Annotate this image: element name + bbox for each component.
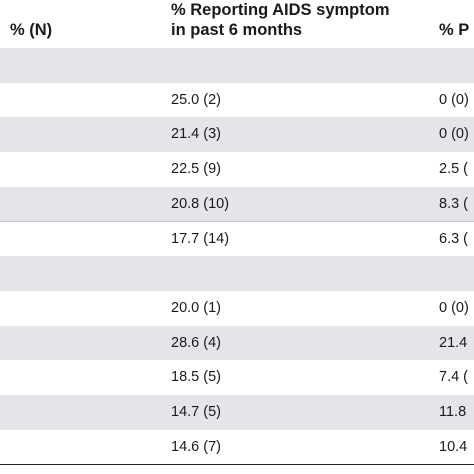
table-row: 28.6 (4) 21.4	[0, 325, 474, 362]
table-header: % (N) % Reporting AIDS symptom in past 6…	[0, 0, 474, 49]
table-row	[0, 256, 474, 292]
cell-percent-p: 0 (0)	[439, 91, 469, 108]
table-row: 22.5 (9) 2.5 (	[0, 152, 474, 188]
header-percent-p: % P	[439, 21, 470, 39]
table-row: 20.8 (10) 8.3 (	[0, 186, 474, 223]
cell-aids-symptom: 17.7 (14)	[171, 230, 230, 247]
cell-percent-p: 10.4	[439, 438, 468, 455]
bottom-rule	[0, 464, 474, 465]
table-row: 17.7 (14) 6.3 (	[0, 221, 474, 258]
cell-aids-symptom: 21.4 (3)	[171, 126, 221, 143]
header-aids-symptom-line1: % Reporting AIDS symptom	[171, 1, 390, 19]
cell-aids-symptom: 25.0 (2)	[171, 91, 221, 108]
cell-percent-p: 7.4 (	[439, 369, 469, 386]
header-aids-symptom-line2: in past 6 months	[171, 21, 303, 39]
table-row: 25.0 (2) 0 (0)	[0, 82, 474, 119]
table-row	[0, 48, 474, 84]
cell-aids-symptom: 14.6 (7)	[171, 438, 221, 455]
cell-percent-p: 0 (0)	[439, 126, 469, 143]
cell-aids-symptom: 22.5 (9)	[171, 161, 221, 178]
header-percent-n: % (N)	[10, 21, 53, 39]
cell-percent-p: 0 (0)	[439, 299, 469, 316]
header-aids-symptom: % Reporting AIDS symptom in past 6 month…	[171, 0, 390, 40]
cell-percent-p: 11.8	[439, 404, 467, 420]
table-row: 18.5 (5) 7.4 (	[0, 360, 474, 396]
cell-aids-symptom: 20.0 (1)	[171, 299, 221, 316]
table-row: 21.4 (3) 0 (0)	[0, 117, 474, 154]
cell-percent-p: 21.4	[439, 334, 468, 351]
cell-aids-symptom: 14.7 (5)	[171, 404, 221, 420]
cell-aids-symptom: 20.8 (10)	[171, 195, 230, 212]
cell-aids-symptom: 18.5 (5)	[171, 369, 221, 386]
table-row: 20.0 (1) 0 (0)	[0, 290, 474, 327]
cell-aids-symptom: 28.6 (4)	[171, 334, 221, 351]
cell-percent-p: 6.3 (	[439, 230, 469, 247]
table-row: 14.7 (5) 11.8	[0, 395, 474, 431]
cell-percent-p: 2.5 (	[439, 161, 469, 178]
table-row: 14.6 (7) 10.4	[0, 429, 474, 466]
cell-percent-p: 8.3 (	[439, 195, 469, 212]
